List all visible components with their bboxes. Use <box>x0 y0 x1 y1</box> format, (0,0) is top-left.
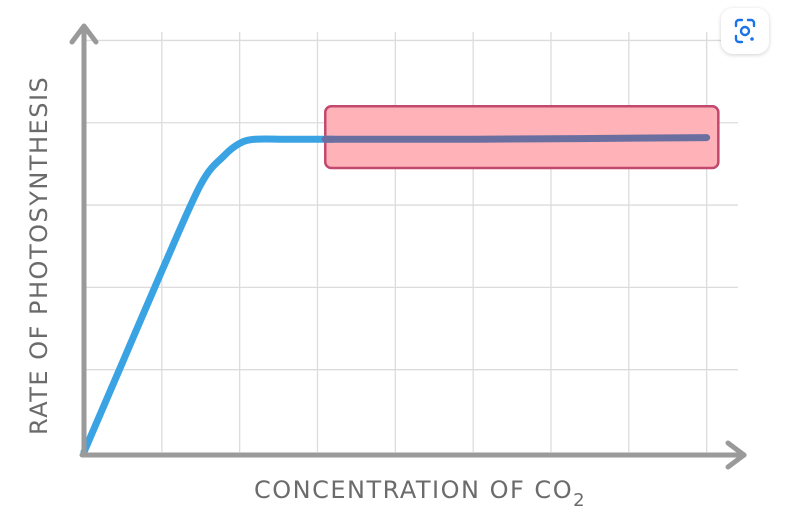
series-layer <box>80 134 711 456</box>
x-axis-label-subscript: 2 <box>573 490 586 511</box>
axes <box>69 23 747 470</box>
series-line-rate <box>80 135 337 456</box>
x-axis-label: CONCENTRATION OF CO2 <box>254 476 586 511</box>
y-axis-label: RATE OF PHOTOSYNTHESIS <box>25 76 53 435</box>
y-axis-arrow <box>69 23 99 45</box>
series-line-plateau <box>321 134 711 143</box>
google-lens-icon <box>734 18 756 44</box>
grid <box>86 32 738 452</box>
x-axis-arrow <box>725 440 747 470</box>
lens-search-button[interactable] <box>721 8 769 54</box>
